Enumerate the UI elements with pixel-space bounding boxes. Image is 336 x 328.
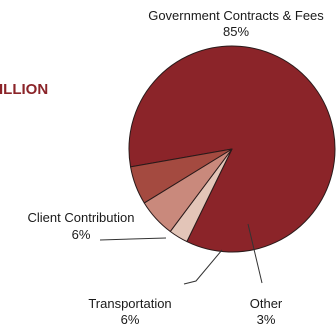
pie-slice-client [130, 148, 233, 204]
slice-label-client: Client Contribution [28, 210, 135, 225]
clipped-title-text: ILLION [0, 81, 48, 98]
leader-line-client [99, 237, 167, 241]
slice-label-other: Other [250, 296, 283, 311]
leader-lines [99, 223, 263, 285]
slice-percent-transportation: 6% [121, 312, 140, 327]
leader-line-transportation [183, 249, 223, 285]
slice-label-government: Government Contracts & Fees [148, 8, 324, 23]
slice-percent-government: 85% [223, 24, 249, 39]
pie-slices [128, 45, 336, 253]
slice-percent-client: 6% [72, 227, 91, 242]
slice-label-transportation: Transportation [88, 296, 171, 311]
leader-line-other [247, 223, 263, 284]
slice-percent-other: 3% [257, 312, 276, 327]
